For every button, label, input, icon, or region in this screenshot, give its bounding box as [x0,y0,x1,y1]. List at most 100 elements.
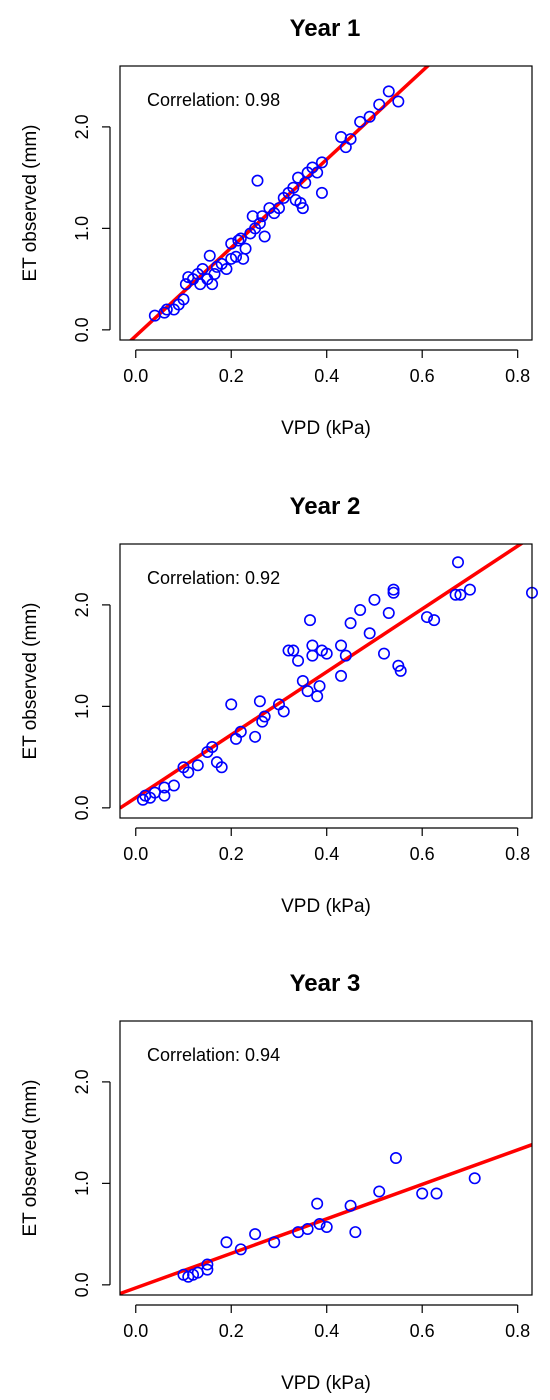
data-point [373,1185,386,1198]
data-point [292,654,305,667]
data-point [344,1199,357,1212]
y-tick-label: 0.0 [72,1272,92,1297]
data-point [258,710,271,723]
data-point [320,647,333,660]
data-point [206,740,219,753]
data-point [296,674,309,687]
data-point [167,779,180,792]
y-axis-label: ET observed (mm) [20,603,41,760]
data-point [363,110,376,123]
data-point [354,603,367,616]
data-point [428,614,441,627]
plot-frame [119,65,533,341]
data-point [194,278,207,291]
data-point [387,586,400,599]
correlation-annotation: Correlation: 0.94 [147,1045,280,1065]
data-point [313,680,326,693]
x-axis-label: VPD (kPa) [281,1373,371,1394]
data-point [196,262,209,275]
plot-frame [119,543,533,819]
data-point [239,242,252,255]
data-point [201,1263,214,1276]
data-point [158,789,171,802]
panel-title: Year 3 [290,970,361,997]
correlation-annotation: Correlation: 0.92 [147,568,280,588]
data-point [258,230,271,243]
data-point [320,1221,333,1234]
data-point [234,232,247,245]
data-point [468,1172,481,1185]
panel-3: Year 3 Correlation: 0.94 0.0 0.2 0.4 0.6 0.8 0.… [20,970,533,1394]
x-axis-label: VPD (kPa) [281,896,371,917]
x-tick-label: 0.0 [123,366,148,386]
data-point [420,611,433,624]
x-tick-label: 0.0 [123,844,148,864]
data-point [315,186,328,199]
x-tick-label: 0.6 [410,366,435,386]
data-point [253,695,266,708]
y-tick-label: 1.0 [72,694,92,719]
data-point [225,237,238,250]
y-tick-label: 2.0 [72,592,92,617]
data-point [220,1236,233,1249]
data-point [232,234,245,247]
data-point [208,268,221,281]
data-point [237,252,250,265]
data-point [177,293,190,306]
panel-title: Year 2 [290,493,361,520]
x-tick-label: 0.4 [314,1321,339,1341]
data-point [249,730,262,743]
y-tick-label: 1.0 [72,216,92,241]
data-point [382,85,395,98]
data-point [363,627,376,640]
y-axis-label: ET observed (mm) [20,1080,41,1237]
data-point [354,115,367,128]
x-tick-label: 0.2 [219,844,244,864]
x-tick-label: 0.8 [505,844,530,864]
x-tick-label: 0.8 [505,366,530,386]
data-point [452,556,465,569]
data-point [268,1236,281,1249]
data-point [311,690,324,703]
data-point [296,202,309,215]
data-point [315,156,328,169]
data-point [215,761,228,774]
x-tick-label: 0.8 [505,1321,530,1341]
data-point [282,644,295,657]
data-point [416,1187,429,1200]
data-point [301,685,314,698]
data-point [201,1258,214,1271]
x-axis-label: VPD (kPa) [281,418,371,439]
data-point [339,649,352,662]
data-point [463,583,476,596]
y-axis-label: ET observed (mm) [20,125,41,282]
plot-frame [119,1020,533,1296]
data-point [311,1197,324,1210]
data-point [249,1228,262,1241]
correlation-annotation: Correlation: 0.98 [147,90,280,110]
x-tick-label: 0.4 [314,844,339,864]
y-tick-label: 0.0 [72,317,92,342]
y-tick-label: 1.0 [72,1171,92,1196]
data-point [382,607,395,620]
data-point [430,1187,443,1200]
y-tick-label: 2.0 [72,114,92,139]
x-tick-label: 0.6 [410,1321,435,1341]
data-point [454,588,467,601]
data-point [220,262,233,275]
data-point [378,647,391,660]
data-point [234,725,247,738]
panel-1: Year 1 Correlation: 0.98 0.0 0.2 0.4 0.6 0.8 0.… [20,15,533,439]
data-point [292,171,305,184]
x-tick-label: 0.4 [314,366,339,386]
data-point [225,698,238,711]
data-point [335,639,348,652]
regression-line [120,1143,532,1295]
x-tick-label: 0.2 [219,366,244,386]
x-tick-label: 0.2 [219,1321,244,1341]
data-point [246,210,259,223]
data-point [191,759,204,772]
y-tick-label: 2.0 [72,1069,92,1094]
data-point [394,664,407,677]
